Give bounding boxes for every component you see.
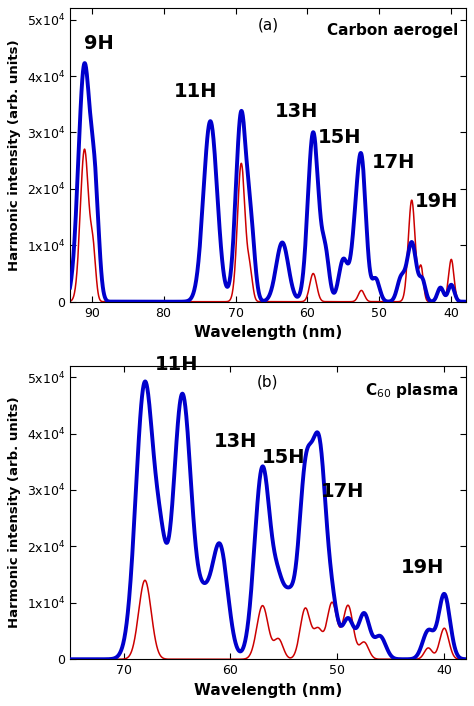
X-axis label: Wavelength (nm): Wavelength (nm)	[194, 325, 342, 340]
Text: 11H: 11H	[155, 355, 199, 374]
X-axis label: Wavelength (nm): Wavelength (nm)	[194, 683, 342, 698]
Text: 15H: 15H	[318, 128, 362, 147]
Text: C$_{60}$ plasma: C$_{60}$ plasma	[365, 381, 458, 400]
Text: (b): (b)	[257, 375, 279, 390]
Text: Carbon aerogel: Carbon aerogel	[327, 23, 458, 38]
Text: 11H: 11H	[174, 83, 218, 102]
Text: 17H: 17H	[372, 153, 415, 172]
Text: 13H: 13H	[214, 431, 257, 450]
Text: 15H: 15H	[262, 448, 306, 467]
Y-axis label: Harmonic intensity (arb. units): Harmonic intensity (arb. units)	[9, 40, 21, 271]
Text: (a): (a)	[257, 17, 278, 32]
Text: 9H: 9H	[84, 35, 114, 54]
Text: 13H: 13H	[275, 102, 319, 121]
Text: 19H: 19H	[401, 558, 445, 578]
Text: 19H: 19H	[415, 193, 458, 211]
Y-axis label: Harmonic intensity (arb. units): Harmonic intensity (arb. units)	[9, 397, 21, 628]
Text: 17H: 17H	[321, 482, 365, 501]
